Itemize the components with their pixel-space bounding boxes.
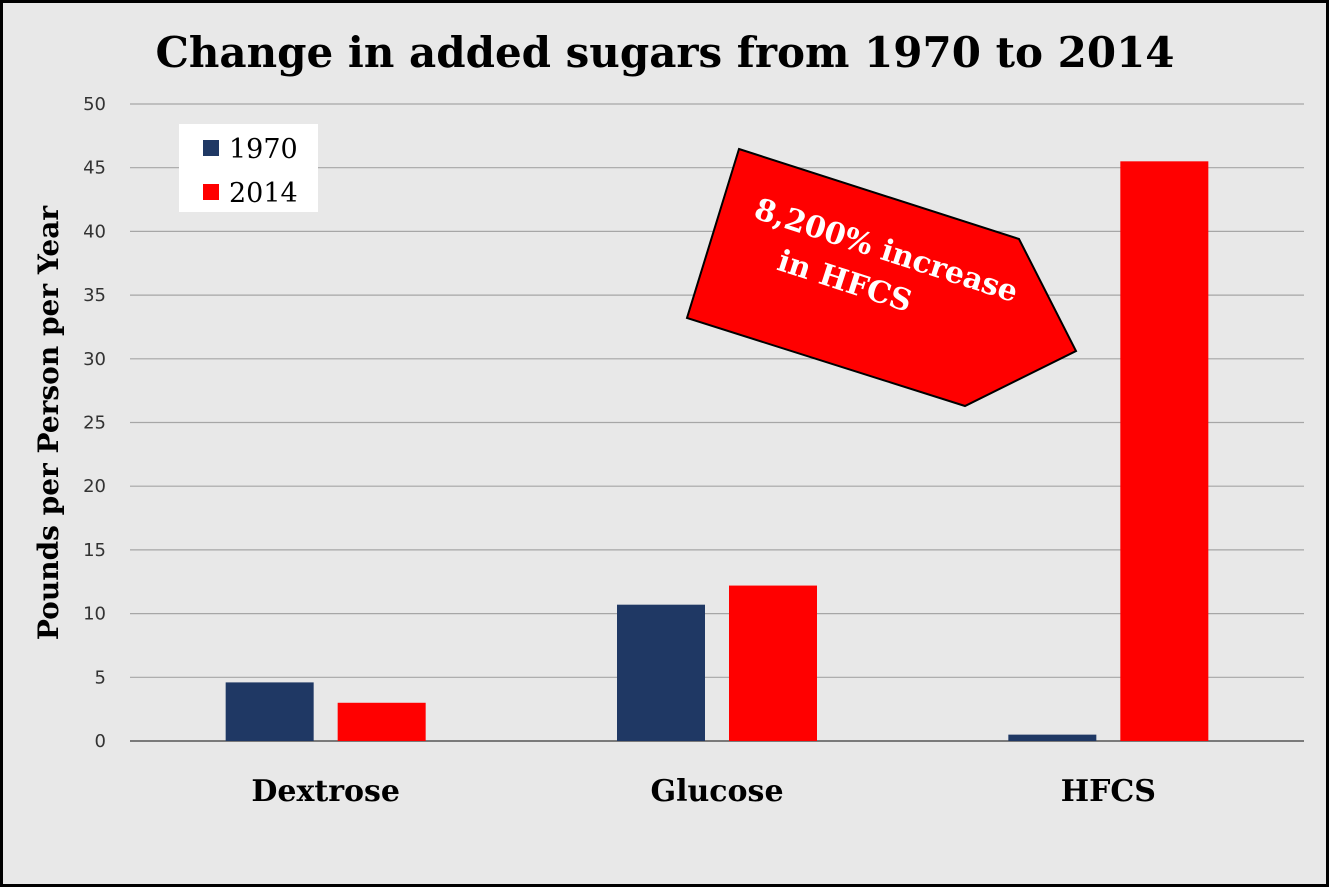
bars [225, 161, 1209, 741]
y-axis-ticks: 0 5 10 15 20 25 30 35 40 45 50 [83, 94, 106, 752]
y-tick-label: 35 [83, 285, 106, 306]
legend-box [179, 124, 318, 212]
bar-hfcs-1970 [1008, 734, 1097, 741]
x-category-glucose: Glucose [650, 774, 783, 809]
legend: 1970 2014 [179, 124, 318, 212]
y-tick-label: 15 [83, 540, 106, 561]
x-category-dextrose: Dextrose [251, 774, 400, 809]
callout-arrow-shape [685, 147, 1078, 408]
y-tick-label: 0 [95, 731, 106, 752]
x-category-hfcs: HFCS [1061, 774, 1156, 809]
y-tick-label: 5 [95, 667, 106, 688]
chart-title: Change in added sugars from 1970 to 2014 [155, 28, 1174, 77]
bar-dextrose-2014 [337, 702, 426, 741]
bar-glucose-1970 [617, 604, 705, 741]
legend-swatch-2014 [203, 184, 219, 200]
bar-chart: Change in added sugars from 1970 to 2014… [32, 28, 1304, 809]
y-tick-label: 50 [83, 94, 106, 115]
bar-dextrose-1970 [225, 682, 314, 741]
x-axis-categories: Dextrose Glucose HFCS [251, 774, 1156, 809]
y-tick-label: 25 [83, 413, 106, 434]
y-axis-label: Pounds per Person per Year [32, 205, 65, 640]
legend-swatch-1970 [203, 140, 219, 156]
legend-label-2014: 2014 [229, 178, 298, 209]
y-tick-label: 45 [83, 158, 106, 179]
y-tick-label: 30 [83, 349, 106, 370]
bar-hfcs-2014 [1120, 161, 1209, 741]
y-tick-label: 10 [83, 604, 106, 625]
y-tick-label: 20 [83, 476, 106, 497]
increase-callout: 8,200% increase in HFCS [685, 147, 1078, 408]
legend-label-1970: 1970 [229, 134, 298, 165]
bar-glucose-2014 [729, 585, 817, 741]
y-tick-label: 40 [83, 221, 106, 242]
